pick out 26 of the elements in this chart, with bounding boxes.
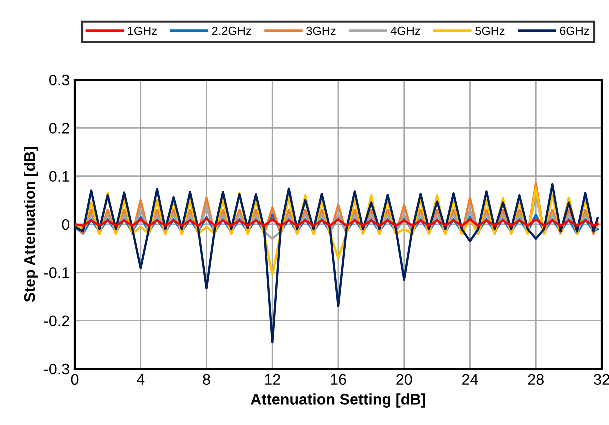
legend-label: 4GHz: [390, 26, 420, 36]
x-tick-label: 12: [265, 374, 280, 385]
legend-label: 5GHz: [476, 26, 505, 36]
y-tick-label: 0: [62, 219, 70, 230]
y-tick-label: 0.1: [50, 171, 70, 182]
legend-label: 6GHz: [560, 26, 590, 36]
x-tick-label: 24: [462, 374, 478, 385]
line-series: [75, 187, 599, 276]
y-tick-label: 0.2: [50, 123, 70, 134]
y-tick-label: -0.1: [44, 268, 70, 278]
x-axis-title: Attenuation Setting [dB]: [251, 394, 426, 408]
x-tick-label: 28: [528, 374, 544, 386]
x-tick-label: 16: [331, 374, 346, 386]
y-axis-title: Step Attenuation [dB]: [24, 147, 38, 302]
y-tick-label: -0.3: [44, 364, 70, 375]
x-tick-label: 8: [203, 374, 210, 386]
x-tick-label: 4: [136, 374, 145, 385]
x-tick-label: 20: [396, 374, 412, 386]
y-tick-label: -0.2: [44, 316, 70, 327]
legend-label: 2.2GHz: [212, 26, 252, 36]
legend-label: 1GHz: [128, 26, 157, 36]
legend-label: 3GHz: [306, 26, 336, 36]
line-series: [75, 183, 599, 344]
x-tick-label: 0: [71, 374, 79, 386]
line-series: [75, 218, 599, 228]
y-tick-label: 0.3: [50, 74, 70, 86]
